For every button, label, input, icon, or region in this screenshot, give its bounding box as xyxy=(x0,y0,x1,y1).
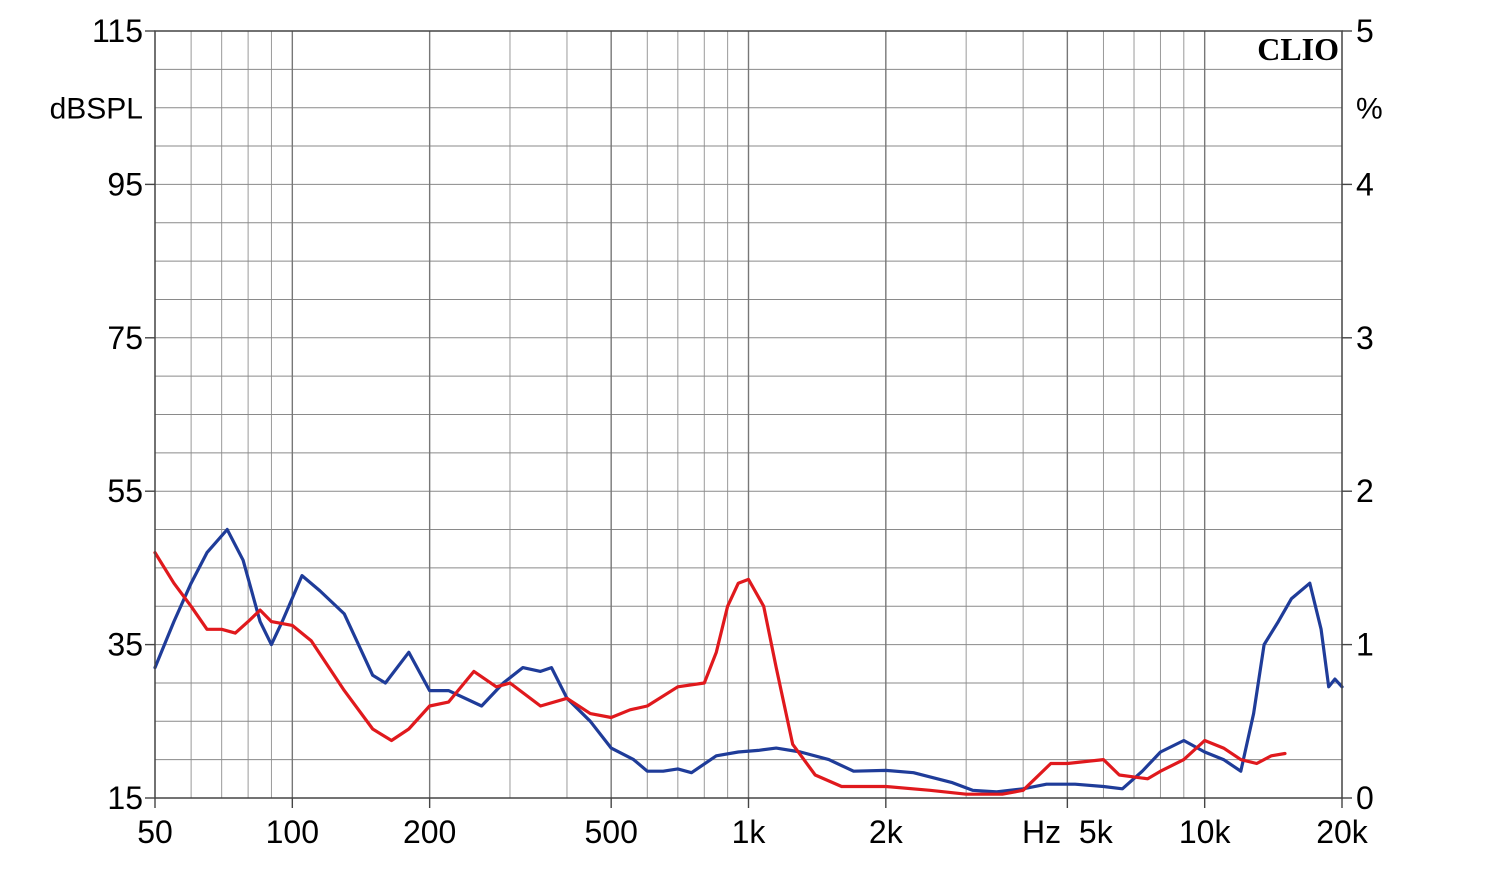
x-tick-label: 200 xyxy=(403,814,456,850)
x-tick-label: 2k xyxy=(869,814,904,850)
left-tick-label: 115 xyxy=(92,13,143,49)
x-tick-label: 100 xyxy=(266,814,319,850)
left-tick-label: 75 xyxy=(107,320,143,356)
right-tick-label: 0 xyxy=(1356,780,1374,816)
right-tick-label: 3 xyxy=(1356,320,1374,356)
left-axis: 115 95 75 55 35 15 xyxy=(92,13,155,816)
clio-brand-label: CLIO xyxy=(1257,31,1339,67)
left-tick-label: 35 xyxy=(107,627,143,663)
x-tick-label: 500 xyxy=(584,814,637,850)
right-tick-label: 2 xyxy=(1356,473,1374,509)
series-line-1 xyxy=(153,527,1344,794)
series-layer xyxy=(153,527,1344,796)
series-line-2 xyxy=(153,551,1287,796)
x-tick-label: Hz 5k xyxy=(1022,814,1114,850)
left-tick-label: 55 xyxy=(107,473,143,509)
grid-major xyxy=(291,31,1206,798)
left-axis-unit-label: dBSPL xyxy=(50,93,143,126)
x-tick-label: 10k xyxy=(1179,814,1232,850)
left-tick-label: 95 xyxy=(107,166,143,202)
x-tick-label: 50 xyxy=(137,814,173,850)
right-axis-unit-label: % xyxy=(1356,93,1383,126)
x-axis: 50 100 200 500 1k 2k Hz 5k 10k 20k xyxy=(137,798,1369,850)
x-tick-label: 20k xyxy=(1316,814,1369,850)
right-tick-label: 1 xyxy=(1356,627,1374,663)
x-tick-label: 1k xyxy=(732,814,767,850)
right-tick-label: 5 xyxy=(1356,13,1374,49)
right-axis: 5 4 3 2 1 0 xyxy=(1342,13,1374,816)
right-tick-label: 4 xyxy=(1356,166,1374,202)
left-tick-label: 15 xyxy=(107,780,143,816)
